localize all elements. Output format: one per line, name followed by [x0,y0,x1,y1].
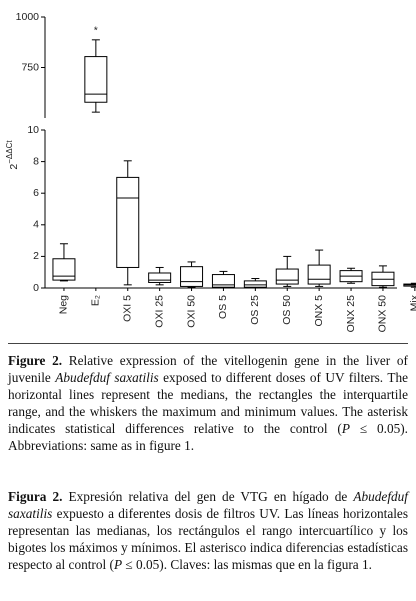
box [275,268,299,285]
box [116,176,140,268]
caption-text: P [341,421,350,436]
y-tick-label: 8 [33,155,39,167]
box [211,274,235,288]
y-axis-label: 2−ΔΔCt [5,140,20,170]
caption-spanish: Figura 2. Expresión relativa del gen de … [8,488,408,573]
caption-text: exposed to different doses of UV filters… [8,370,409,436]
x-tick-label: OXI 50 [185,295,197,328]
x-tick-label: ONX 25 [345,295,357,333]
x-tick-label: OXI 25 [153,295,165,328]
caption-text: ≤ 0.05). Claves: las mismas que en la fi… [122,557,373,572]
box [307,264,331,285]
x-tick-label: ONX 5 [313,295,325,327]
caption-label: Figura 2. [8,489,63,504]
x-tick-label: OS 5 [217,295,229,319]
x-tick-label: E₂ [90,295,102,306]
y-tick-label: 0 [33,282,39,294]
y-tick-label: 10 [27,124,39,136]
caption-text: Abudefduf saxatilis [55,370,159,385]
box [243,280,267,288]
y-tick-label: 1000 [16,11,40,23]
caption-text: Abudefduf saxatilis [8,489,408,521]
caption-english: Figure 2. Relative expression of the vit… [8,352,408,454]
y-tick-label: 750 [21,61,39,73]
caption-text: P [113,557,123,572]
caption-text: Expresión relativa del gen de VTG en híg… [62,489,354,504]
y-tick-label: 2 [33,250,39,262]
x-tick-label: Mix [409,294,416,311]
significance-mark: * [94,25,98,37]
box [52,258,76,281]
caption-text: expuesto a diferentes dosis de filtros U… [8,506,408,572]
caption-text: ≤ 0.05). Abbreviations: same as in figur… [8,421,408,453]
box [148,272,172,283]
caption-label: Figure 2. [8,353,63,368]
separator [8,343,408,344]
caption-text: Relative expression of the vitellogenin … [8,353,408,385]
y-tick-label: 6 [33,187,39,199]
x-tick-label: Neg [58,295,70,314]
y-tick-label: 4 [33,219,39,231]
y-label-base: 2 [8,164,20,170]
x-tick-label: OXI 5 [122,295,134,322]
x-tick-label: OS 25 [249,295,261,325]
box [84,56,108,103]
y-label-exponent: −ΔΔCt [5,140,14,164]
x-tick-label: OS 50 [281,295,293,325]
box [180,266,204,287]
x-tick-label: ONX 50 [377,295,389,333]
